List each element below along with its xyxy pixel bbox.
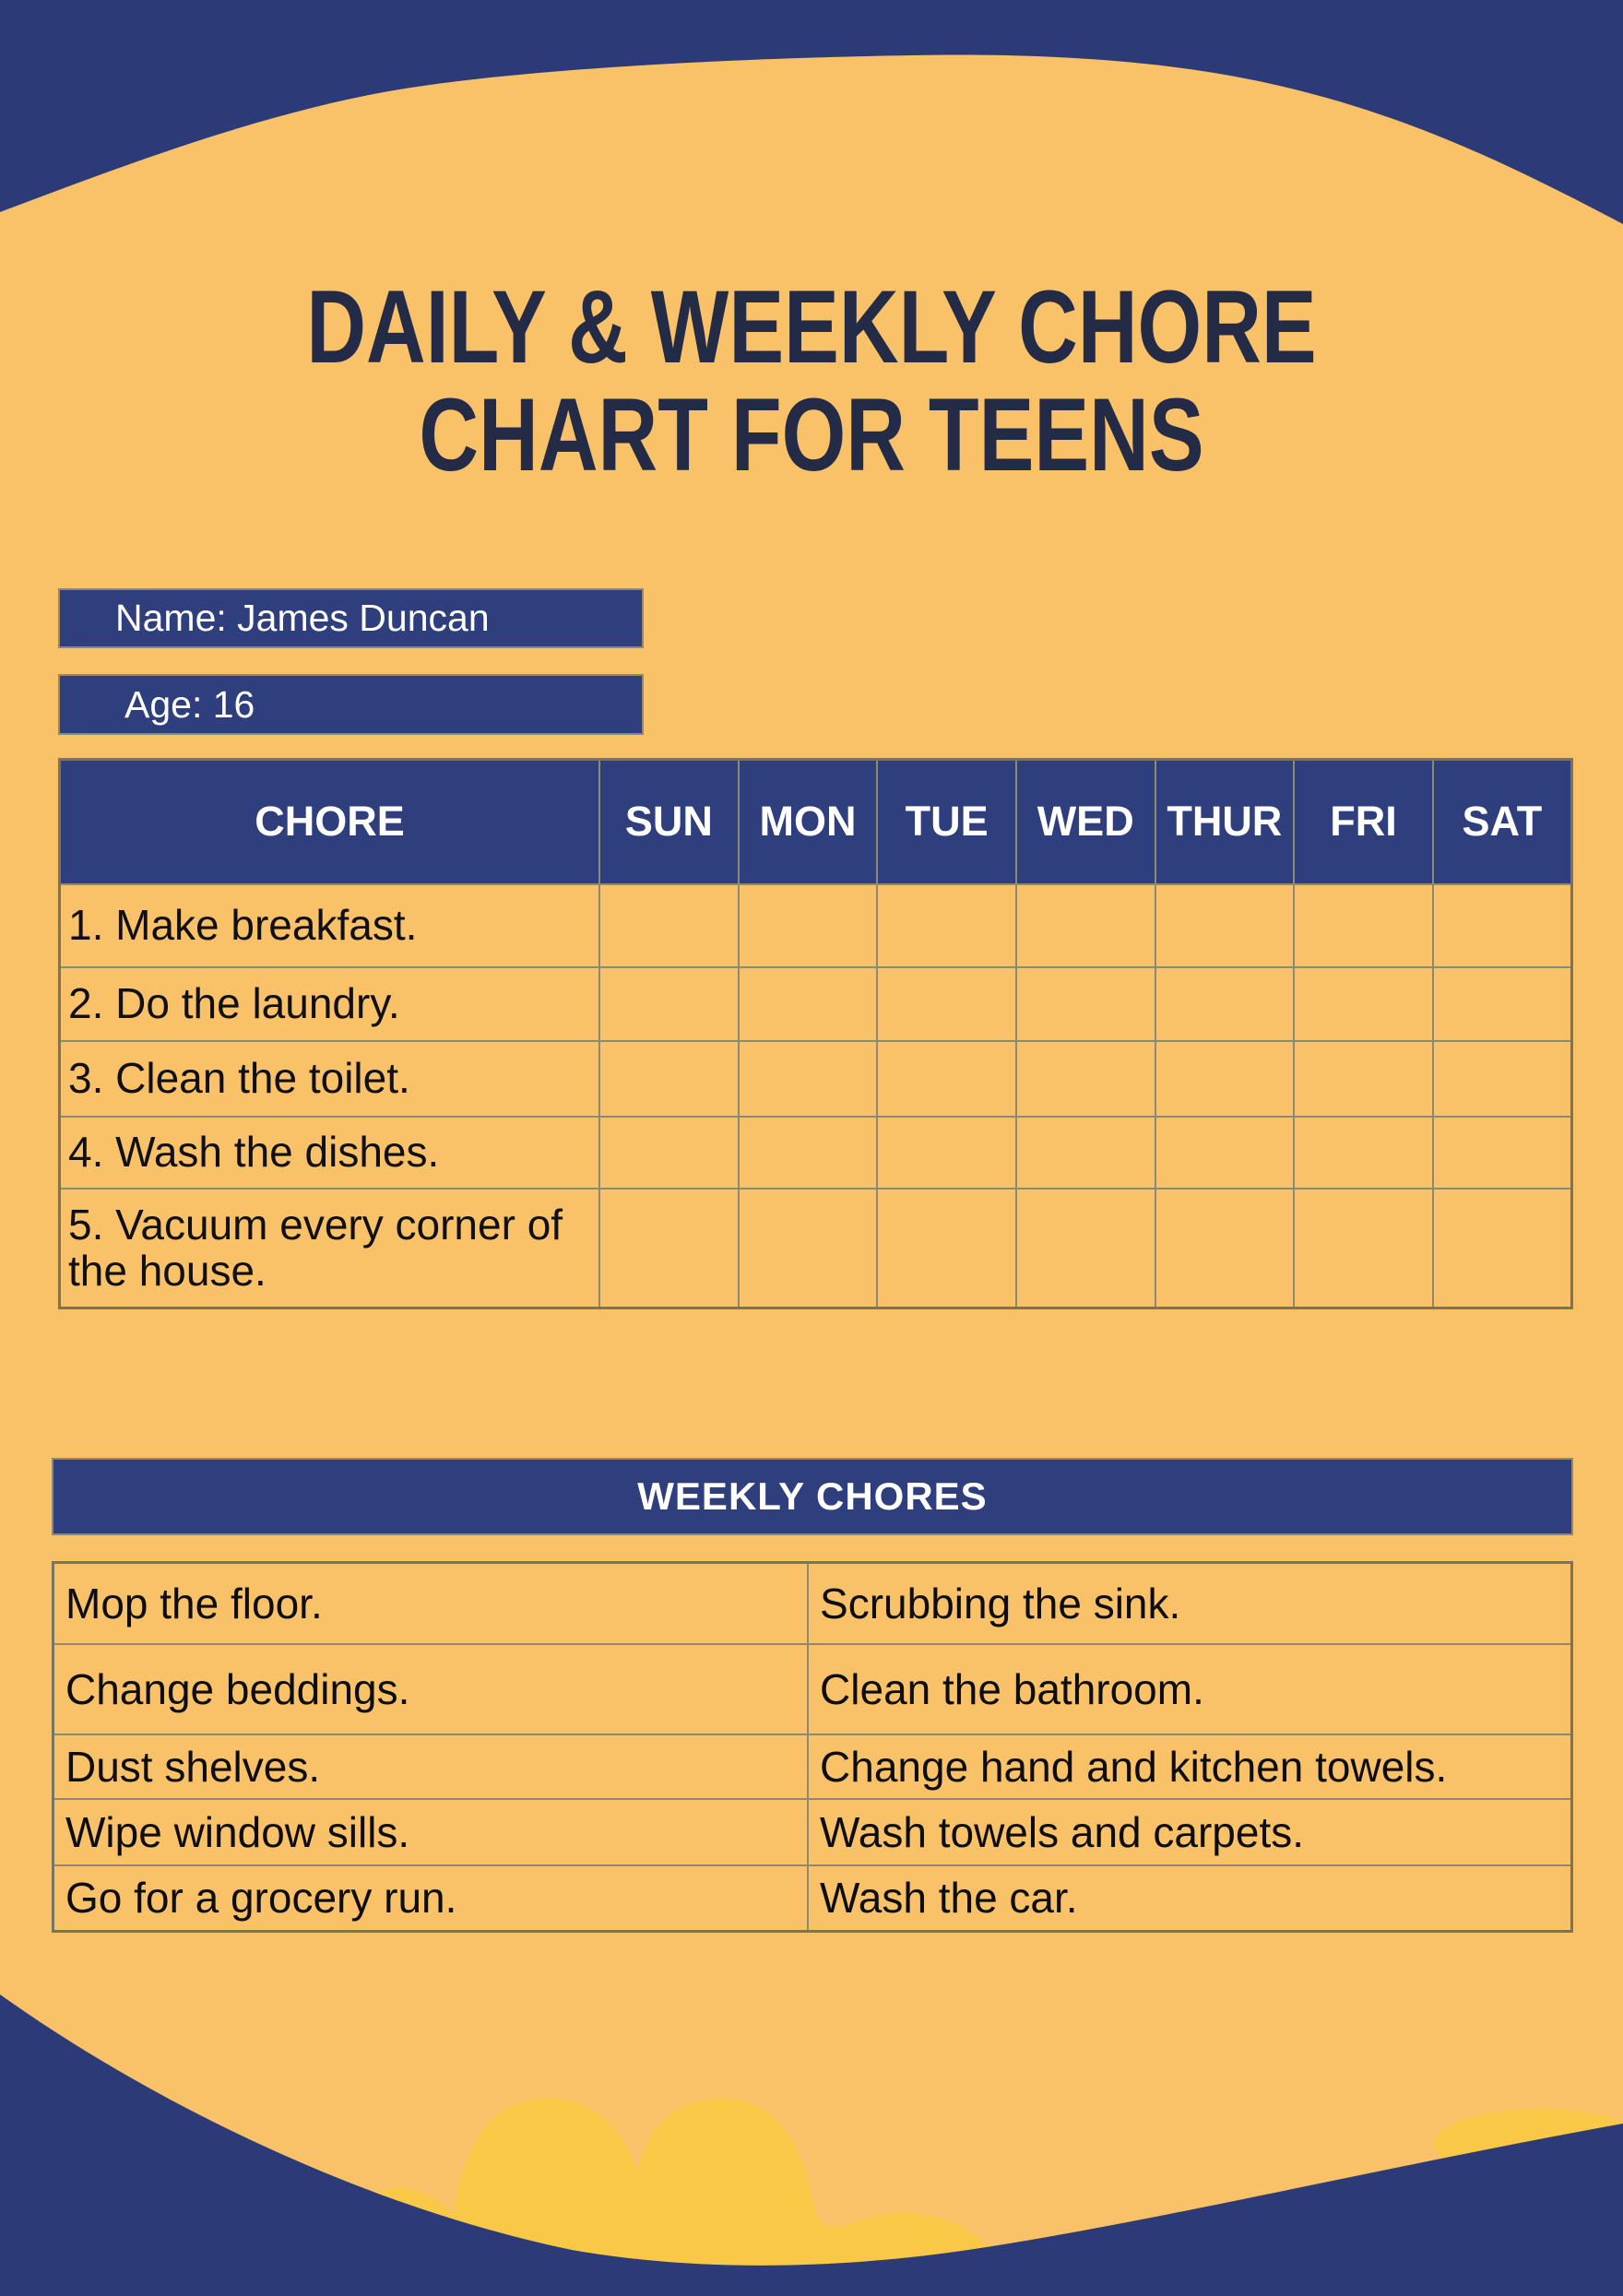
day-cell[interactable]	[876, 965, 1017, 1042]
table-row: Change beddings. Clean the bathroom.	[52, 1642, 1573, 1735]
column-header-chore: CHORE	[58, 758, 601, 885]
day-cell[interactable]	[1293, 1039, 1434, 1118]
weekly-chore-label: Wipe window sills.	[52, 1797, 810, 1866]
weekly-chore-label: Clean the bathroom.	[807, 1642, 1573, 1735]
page-title: DAILY & WEEKLY CHORE CHART FOR TEENS	[162, 273, 1461, 489]
chore-label: 5. Vacuum every corner of the house.	[58, 1187, 601, 1309]
day-cell[interactable]	[737, 1115, 879, 1189]
day-cell[interactable]	[1293, 1115, 1434, 1189]
name-field-text: Name: James Duncan	[115, 597, 490, 639]
day-cell[interactable]	[1014, 882, 1156, 968]
name-field: Name: James Duncan	[58, 588, 644, 648]
bottom-wave-shape	[0, 1994, 1623, 2296]
chore-label: 2. Do the laundry.	[58, 965, 601, 1042]
chore-label: 1. Make breakfast.	[58, 882, 601, 968]
weekly-chores-title: WEEKLY CHORES	[637, 1474, 988, 1518]
table-row: Mop the floor. Scrubbing the sink.	[52, 1561, 1573, 1645]
day-cell[interactable]	[876, 882, 1017, 968]
age-field: Age: 16	[58, 674, 644, 735]
day-cell[interactable]	[1154, 1115, 1296, 1189]
day-cell[interactable]	[1431, 1115, 1573, 1189]
table-row: Wipe window sills. Wash towels and carpe…	[52, 1797, 1573, 1866]
page-title-line2: CHART FOR TEENS	[419, 377, 1204, 492]
day-cell[interactable]	[1431, 1039, 1573, 1118]
day-cell[interactable]	[737, 1039, 879, 1118]
weekly-chore-label: Go for a grocery run.	[52, 1864, 810, 1933]
weekly-chore-label: Change hand and kitchen towels.	[807, 1733, 1573, 1800]
day-cell[interactable]	[737, 1187, 879, 1309]
column-header-tue: TUE	[876, 758, 1017, 885]
top-wave-shape	[0, 0, 1623, 224]
day-cell[interactable]	[1014, 1187, 1156, 1309]
weekly-chore-label: Mop the floor.	[52, 1561, 810, 1645]
table-row: Dust shelves. Change hand and kitchen to…	[52, 1733, 1573, 1800]
bottom-wave-decoration	[0, 1994, 1623, 2296]
day-cell[interactable]	[1154, 882, 1296, 968]
table-row: 1. Make breakfast.	[58, 882, 1573, 968]
column-header-sun: SUN	[598, 758, 740, 885]
weekly-chore-label: Wash the car.	[807, 1864, 1573, 1933]
day-cell[interactable]	[737, 965, 879, 1042]
day-cell[interactable]	[876, 1187, 1017, 1309]
table-row: 4. Wash the dishes.	[58, 1115, 1573, 1189]
day-cell[interactable]	[876, 1115, 1017, 1189]
column-header-wed: WED	[1014, 758, 1156, 885]
table-row: Go for a grocery run. Wash the car.	[52, 1864, 1573, 1933]
daily-chore-table: CHORE SUN MON TUE WED THUR FRI SAT 1. Ma…	[58, 758, 1573, 1309]
chore-label: 4. Wash the dishes.	[58, 1115, 601, 1189]
weekly-chore-label: Dust shelves.	[52, 1733, 810, 1800]
day-cell[interactable]	[1293, 1187, 1434, 1309]
weekly-chore-label: Scrubbing the sink.	[807, 1561, 1573, 1645]
day-cell[interactable]	[1014, 1115, 1156, 1189]
day-cell[interactable]	[1154, 1187, 1296, 1309]
day-cell[interactable]	[737, 882, 879, 968]
daily-table-header-row: CHORE SUN MON TUE WED THUR FRI SAT	[58, 758, 1573, 885]
day-cell[interactable]	[1293, 882, 1434, 968]
table-row: 5. Vacuum every corner of the house.	[58, 1187, 1573, 1309]
column-header-sat: SAT	[1431, 758, 1573, 885]
day-cell[interactable]	[1431, 965, 1573, 1042]
day-cell[interactable]	[1293, 965, 1434, 1042]
top-wave-decoration	[0, 0, 1623, 224]
weekly-chore-label: Wash towels and carpets.	[807, 1797, 1573, 1866]
day-cell[interactable]	[598, 965, 740, 1042]
age-field-text: Age: 16	[124, 682, 255, 726]
column-header-mon: MON	[737, 758, 879, 885]
day-cell[interactable]	[1014, 965, 1156, 1042]
day-cell[interactable]	[1154, 1039, 1296, 1118]
day-cell[interactable]	[1154, 965, 1296, 1042]
day-cell[interactable]	[876, 1039, 1017, 1118]
page-title-line1: DAILY & WEEKLY CHORE	[306, 269, 1317, 385]
day-cell[interactable]	[1431, 882, 1573, 968]
chore-label: 3. Clean the toilet.	[58, 1039, 601, 1118]
day-cell[interactable]	[1431, 1187, 1573, 1309]
table-row: 2. Do the laundry.	[58, 965, 1573, 1042]
day-cell[interactable]	[598, 1115, 740, 1189]
column-header-thur: THUR	[1154, 758, 1296, 885]
day-cell[interactable]	[598, 1187, 740, 1309]
day-cell[interactable]	[598, 1039, 740, 1118]
table-row: 3. Clean the toilet.	[58, 1039, 1573, 1118]
day-cell[interactable]	[598, 882, 740, 968]
day-cell[interactable]	[1014, 1039, 1156, 1118]
weekly-chore-label: Change beddings.	[52, 1642, 810, 1735]
column-header-fri: FRI	[1293, 758, 1434, 885]
weekly-chores-table: Mop the floor. Scrubbing the sink. Chang…	[52, 1561, 1573, 1933]
weekly-chores-header: WEEKLY CHORES	[52, 1458, 1573, 1535]
